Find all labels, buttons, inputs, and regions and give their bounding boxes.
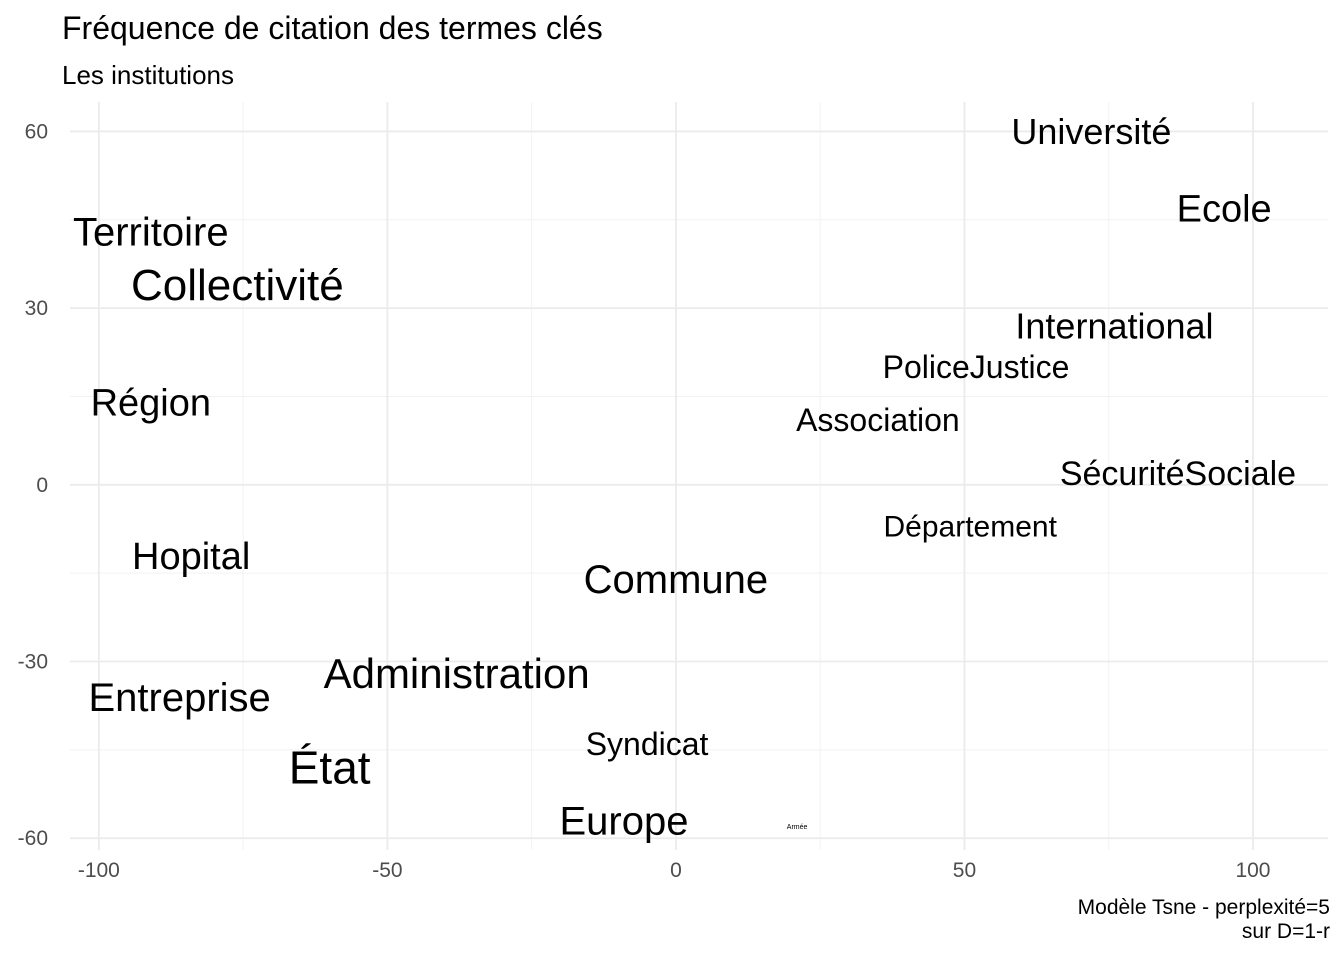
axis-ticks: -100 -50 0 50 100 -60 -30 0 30 60 [18, 120, 1271, 882]
caption-line-1: Modèle Tsne - perplexité=5 [1077, 896, 1330, 919]
y-tick-label: 60 [25, 120, 48, 143]
chart-title: Fréquence de citation des termes clés [62, 10, 603, 46]
x-tick-label: 0 [670, 859, 682, 882]
x-tick-label: 50 [953, 859, 976, 882]
chart-subtitle: Les institutions [62, 60, 234, 90]
word-label: Département [884, 511, 1058, 544]
word-label: Université [1011, 111, 1171, 152]
y-tick-label: 0 [36, 474, 48, 497]
x-tick-label: -100 [78, 859, 120, 882]
grid-lines [70, 102, 1328, 850]
word-label: International [1015, 305, 1213, 346]
word-label: Armée [787, 824, 808, 831]
word-label: Association [796, 402, 960, 438]
word-label: Ecole [1177, 188, 1272, 230]
word-label: Territoire [73, 211, 229, 255]
word-label: Hopital [132, 536, 250, 578]
word-label: Commune [584, 558, 769, 602]
y-tick-label: -30 [18, 651, 48, 674]
word-label: État [289, 742, 371, 794]
word-label: Administration [324, 650, 590, 697]
word-label: Europe [559, 800, 688, 844]
chart-caption: Modèle Tsne - perplexité=5 sur D=1-r [1078, 896, 1330, 944]
word-label: Collectivité [131, 261, 344, 310]
word-label: Entreprise [88, 676, 270, 720]
caption-line-2: sur D=1-r [1241, 920, 1330, 943]
word-label: Syndicat [586, 726, 709, 762]
word-label: PoliceJustice [883, 349, 1070, 385]
y-tick-label: 30 [25, 297, 48, 320]
word-label: SécuritéSociale [1060, 455, 1296, 493]
word-label: Région [91, 383, 211, 425]
x-tick-label: 100 [1235, 859, 1270, 882]
x-tick-label: -50 [372, 859, 402, 882]
y-tick-label: -60 [18, 827, 48, 850]
